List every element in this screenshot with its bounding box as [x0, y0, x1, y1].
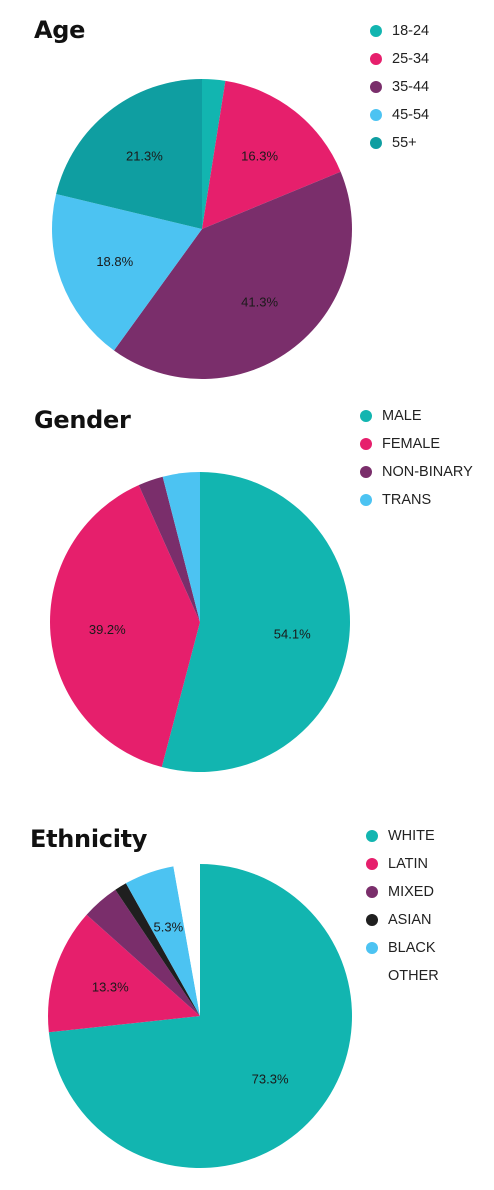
ethnicity-legend-label-other: OTHER [388, 968, 439, 984]
gender-legend-item-male: MALE [360, 402, 473, 430]
gender-legend-label-male: MALE [382, 408, 422, 424]
ethnicity-slice-label-latin: 13.3% [92, 980, 129, 995]
gender-legend-item-trans: TRANS [360, 486, 473, 514]
ethnicity-legend: WHITE LATIN MIXED ASIAN BLACK OTHER [366, 822, 439, 990]
gender-slice-label-male: 54.1% [274, 626, 311, 641]
ethnicity-legend-item-latin: LATIN [366, 850, 439, 878]
age-legend: 18-24 25-34 35-44 45-54 55+ [370, 17, 429, 157]
ethnicity-legend-swatch-other [366, 970, 378, 982]
gender-legend-item-non-binary: NON-BINARY [360, 458, 473, 486]
ethnicity-slice-latin [48, 914, 200, 1033]
ethnicity-legend-swatch-white [366, 830, 378, 842]
age-slice-35-44 [113, 171, 353, 379]
ethnicity-legend-swatch-latin [366, 858, 378, 870]
age-chart-title: Age [34, 16, 86, 44]
gender-legend-label-female: FEMALE [382, 436, 441, 452]
age-legend-swatch-25-34 [370, 53, 382, 65]
gender-slice-label-female: 39.2% [89, 622, 126, 637]
ethnicity-legend-item-other: OTHER [366, 962, 439, 990]
age-legend-item-35-44: 35-44 [370, 73, 429, 101]
ethnicity-legend-label-black: BLACK [388, 940, 436, 956]
ethnicity-legend-item-white: WHITE [366, 822, 439, 850]
gender-slice-trans [162, 472, 200, 622]
age-slice-25-34 [202, 80, 341, 229]
ethnicity-slice-black [125, 866, 200, 1016]
gender-legend-label-trans: TRANS [382, 492, 432, 508]
age-legend-item-18-24: 18-24 [370, 17, 429, 45]
age-slice-55 [56, 79, 203, 229]
ethnicity-slice-asian [115, 883, 200, 1016]
gender-legend-item-female: FEMALE [360, 430, 473, 458]
age-legend-label-25-34: 25-34 [392, 51, 430, 67]
gender-legend-swatch-non-binary [360, 466, 372, 478]
gender-chart-title: Gender [34, 406, 131, 434]
age-pie-chart: 16.3% 41.3% 18.8% 21.3% [52, 79, 353, 379]
age-slice-label-35-44: 41.3% [241, 295, 278, 310]
age-legend-item-55: 55+ [370, 129, 429, 157]
ethnicity-legend-label-latin: LATIN [388, 856, 429, 872]
age-legend-swatch-35-44 [370, 81, 382, 93]
ethnicity-section: Ethnicity 73.3% 13.3% 5.3% WHITE LATIN MIXED… [0, 810, 494, 1190]
gender-pie-chart: 54.1% 39.2% [49, 472, 350, 772]
age-slice-45-54 [52, 194, 203, 351]
ethnicity-legend-label-mixed: MIXED [388, 884, 434, 900]
age-legend-label-55: 55+ [392, 135, 417, 151]
ethnicity-pie-chart: 73.3% 13.3% 5.3% [48, 864, 353, 1168]
ethnicity-legend-swatch-asian [366, 914, 378, 926]
age-legend-swatch-18-24 [370, 25, 382, 37]
gender-section: Gender 54.1% 39.2% MALE FEMALE NON-BINARY TR… [0, 390, 494, 790]
gender-slice-male [161, 472, 350, 772]
age-legend-label-45-54: 45-54 [392, 107, 430, 123]
ethnicity-legend-item-black: BLACK [366, 934, 439, 962]
age-slice-label-25-34: 16.3% [241, 148, 278, 163]
ethnicity-legend-swatch-mixed [366, 886, 378, 898]
age-section: Age 16.3% 41.3% 18.8% 21.3% 18-24 25-34 35-44… [0, 0, 494, 390]
age-slice-18-24 [202, 79, 226, 229]
age-legend-label-18-24: 18-24 [392, 23, 430, 39]
ethnicity-slice-label-white: 73.3% [252, 1071, 289, 1086]
ethnicity-slice-white [48, 864, 353, 1168]
gender-legend-swatch-trans [360, 494, 372, 506]
ethnicity-slice-other [173, 864, 200, 1016]
gender-legend-swatch-female [360, 438, 372, 450]
age-slice-label-55: 21.3% [126, 148, 163, 163]
age-legend-item-45-54: 45-54 [370, 101, 429, 129]
ethnicity-slice-label-black: 5.3% [154, 920, 184, 935]
age-legend-label-35-44: 35-44 [392, 79, 430, 95]
gender-legend: MALE FEMALE NON-BINARY TRANS [360, 402, 473, 514]
age-legend-swatch-55 [370, 137, 382, 149]
ethnicity-legend-label-asian: ASIAN [388, 912, 432, 928]
ethnicity-legend-item-mixed: MIXED [366, 878, 439, 906]
ethnicity-legend-swatch-black [366, 942, 378, 954]
gender-slice-female [49, 485, 201, 768]
age-legend-item-25-34: 25-34 [370, 45, 429, 73]
ethnicity-legend-label-white: WHITE [388, 828, 435, 844]
gender-legend-swatch-male [360, 410, 372, 422]
ethnicity-chart-title: Ethnicity [30, 825, 148, 853]
age-legend-swatch-45-54 [370, 109, 382, 121]
age-slice-label-45-54: 18.8% [96, 254, 133, 269]
ethnicity-legend-item-asian: ASIAN [366, 906, 439, 934]
gender-slice-non-binary [138, 476, 200, 622]
ethnicity-slice-mixed [86, 889, 200, 1016]
gender-legend-label-non-binary: NON-BINARY [382, 464, 473, 480]
